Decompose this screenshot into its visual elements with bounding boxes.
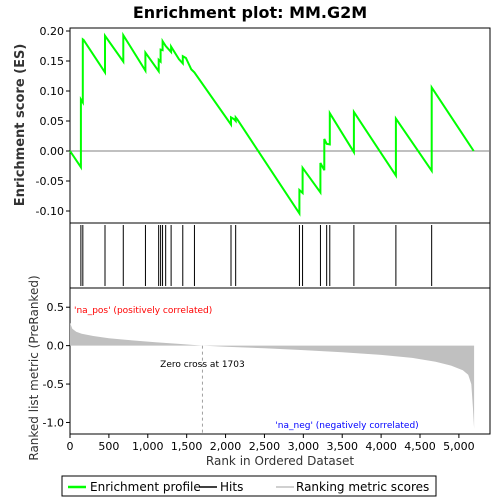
ranking-metric-area xyxy=(70,322,475,429)
es-y-tick-label: 0.00 xyxy=(40,145,65,158)
x-tick-label: 4,500 xyxy=(404,440,436,453)
x-tick-label: 3,000 xyxy=(288,440,320,453)
x-axis-ticks: 0 500 1,000 1,500 2,000 2,500 3,000 3,500 4,000 4… xyxy=(67,434,475,453)
hit-lines xyxy=(80,225,433,286)
x-axis-label: Rank in Ordered Dataset xyxy=(206,454,354,468)
legend-label-metric: Ranking metric scores xyxy=(296,480,429,494)
es-y-tick-label: 0.15 xyxy=(40,55,65,68)
x-tick-label: 2,000 xyxy=(210,440,242,453)
x-tick-label: 500 xyxy=(98,440,119,453)
x-tick-label: 4,000 xyxy=(365,440,397,453)
x-tick-label: 2,500 xyxy=(249,440,281,453)
legend-frame xyxy=(61,475,437,497)
x-tick-label: 1,500 xyxy=(171,440,203,453)
enrichment-profile-line xyxy=(69,31,475,217)
metric-y-tick-label: 0.5 xyxy=(47,301,65,314)
metric-y-tick-label: 0.0 xyxy=(47,340,65,353)
negative-correlation-label: 'na_neg' (negatively correlated) xyxy=(275,421,418,431)
metric-y-ticks: -1.0 -0.5 0.0 0.5 xyxy=(43,301,70,429)
es-y-tick-label: -0.10 xyxy=(36,205,64,218)
metric-panel: -1.0 -0.5 0.0 0.5 Zero cross at 1703 'na_po… xyxy=(27,275,491,461)
es-panel: -0.10 -0.05 0.00 0.05 0.10 0.15 0.20 Enrichmen… xyxy=(13,25,491,224)
es-y-tick-label: 0.20 xyxy=(40,25,65,38)
x-tick-label: 5,000 xyxy=(443,440,475,453)
es-y-tick-label: 0.10 xyxy=(40,85,65,98)
legend-label-hits: Hits xyxy=(220,480,243,494)
es-y-axis-label: Enrichment score (ES) xyxy=(13,44,28,207)
es-y-tick-label: 0.05 xyxy=(40,115,65,128)
metric-y-axis-label: Ranked list metric (PreRanked) xyxy=(27,275,41,460)
legend: Enrichment profile Hits Ranking metric s… xyxy=(61,475,437,497)
es-y-tick-label: -0.05 xyxy=(36,175,64,188)
hits-panel xyxy=(69,222,491,289)
legend-label-enrichment: Enrichment profile xyxy=(90,480,201,494)
chart-title: Enrichment plot: MM.G2M xyxy=(133,3,367,22)
metric-y-tick-label: -1.0 xyxy=(43,416,64,429)
x-tick-label: 3,500 xyxy=(326,440,358,453)
metric-y-tick-label: -0.5 xyxy=(43,378,64,391)
x-tick-label: 0 xyxy=(67,440,74,453)
metric-panel-frame xyxy=(69,287,491,435)
x-tick-label: 1,000 xyxy=(132,440,164,453)
positive-correlation-label: 'na_pos' (positively correlated) xyxy=(74,306,212,316)
es-panel-frame xyxy=(69,27,491,224)
zero-cross-label: Zero cross at 1703 xyxy=(160,360,245,370)
hits-panel-frame xyxy=(69,222,491,289)
es-y-ticks: -0.10 -0.05 0.00 0.05 0.10 0.15 0.20 xyxy=(36,25,70,218)
